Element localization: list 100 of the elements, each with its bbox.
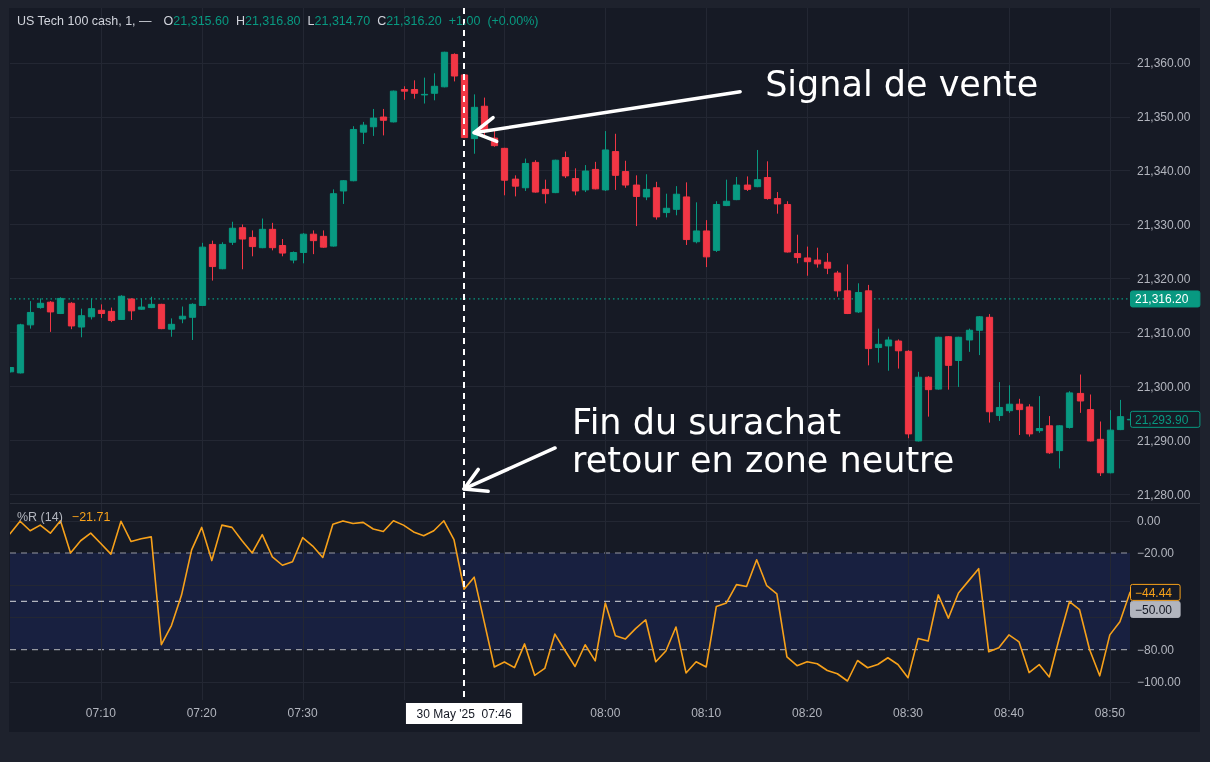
candlestick <box>954 336 963 388</box>
y-tick-label: 21,340.00 <box>1137 163 1191 178</box>
candlestick <box>117 294 126 321</box>
candlestick <box>743 175 752 192</box>
candlestick <box>884 336 893 372</box>
candlestick <box>965 328 974 353</box>
candlestick <box>995 381 1004 422</box>
y-tick-label: 21,350.00 <box>1137 109 1191 124</box>
candlestick <box>238 223 247 270</box>
ref-line-label: 30 May '25 07:46 <box>416 707 512 721</box>
candlestick <box>87 297 96 320</box>
chart-title: US Tech 100 cash, 1, — <box>17 14 153 28</box>
candlestick <box>319 229 328 249</box>
candlestick <box>339 179 348 205</box>
candlestick <box>178 306 187 324</box>
x-tick-label: 08:50 <box>1094 706 1126 720</box>
candlestick <box>783 200 792 254</box>
candlestick <box>1035 395 1044 434</box>
candlestick <box>1025 403 1034 438</box>
candlestick <box>753 149 762 188</box>
candlestick <box>793 234 802 264</box>
candlestick <box>228 221 237 246</box>
candlestick <box>500 147 509 196</box>
candlestick <box>642 173 651 201</box>
candlestick <box>581 164 590 193</box>
candlestick <box>359 121 368 145</box>
candlestick <box>773 191 782 215</box>
ref-line-label: 21,316.20 <box>1135 292 1189 307</box>
x-tick-label: 07:10 <box>85 706 117 720</box>
candlestick <box>299 232 308 264</box>
candlestick <box>208 240 217 282</box>
candlestick <box>157 303 166 330</box>
candlestick <box>813 247 822 269</box>
candlestick <box>692 201 701 244</box>
annotation: −21.71 <box>71 510 111 524</box>
candlestick <box>97 303 106 319</box>
candlestick <box>16 323 25 374</box>
candlestick <box>1045 415 1054 455</box>
candlestick <box>410 79 419 100</box>
candlestick <box>621 160 630 189</box>
ref-line-label: −50.00 <box>1135 602 1173 617</box>
y-tick-label: 0.00 <box>1137 513 1161 528</box>
candlestick <box>67 301 76 330</box>
text: %R (14) <box>17 510 63 524</box>
y-tick-label: 21,360.00 <box>1137 55 1191 70</box>
candlestick <box>1106 409 1115 474</box>
x-tick-label: 08:30 <box>893 706 924 720</box>
candlestick <box>1005 384 1014 414</box>
x-tick-label: 07:20 <box>186 706 218 720</box>
candlestick <box>258 218 267 249</box>
candlestick <box>611 133 620 191</box>
candlestick <box>107 307 116 323</box>
y-tick-label: −80.00 <box>1137 642 1175 657</box>
annotation: −44.44 <box>1135 585 1173 600</box>
candlestick <box>763 160 772 201</box>
candlestick <box>1076 374 1085 414</box>
x-tick-label: 08:00 <box>590 706 621 720</box>
candlestick <box>369 108 378 137</box>
candlestick <box>944 335 953 391</box>
candlestick <box>985 313 994 424</box>
candlestick <box>924 375 933 418</box>
candlestick <box>188 302 197 341</box>
candlestick <box>702 219 711 268</box>
candlestick <box>1055 424 1064 469</box>
candlestick <box>167 317 176 338</box>
y-tick-label: 21,300.00 <box>1137 379 1191 394</box>
x-tick-label: 07:30 <box>287 706 318 720</box>
candlestick <box>682 181 691 246</box>
candlestick <box>975 315 984 356</box>
candlestick <box>904 349 913 439</box>
y-tick-label: −100.00 <box>1137 675 1182 690</box>
candlestick <box>591 161 600 190</box>
candlestick <box>823 252 832 275</box>
candlestick <box>1116 399 1125 431</box>
annotation: Signal de vente <box>765 63 1039 104</box>
candlestick <box>601 130 610 192</box>
y-tick-label: 21,310.00 <box>1137 325 1191 340</box>
candlestick <box>531 159 540 194</box>
candlestick <box>1065 390 1074 430</box>
candlestick <box>349 125 358 182</box>
candlestick <box>268 222 277 251</box>
candlestick <box>1096 420 1105 477</box>
candlestick <box>379 108 388 136</box>
candlestick <box>289 250 298 264</box>
candlestick <box>864 284 873 366</box>
candlestick <box>430 72 439 101</box>
candlestick <box>26 300 35 330</box>
candlestick <box>854 282 863 314</box>
candlestick <box>248 229 257 257</box>
candlestick <box>894 338 903 370</box>
candlestick <box>198 242 207 307</box>
candlestick <box>420 77 429 105</box>
candlestick <box>934 336 943 391</box>
annotation: Fin du surachat retour en zone neutre <box>572 401 955 480</box>
candlestick <box>571 167 580 196</box>
candlestick <box>722 179 731 207</box>
candlestick <box>511 174 520 197</box>
annotation: 21,293.90 <box>1135 412 1189 427</box>
candlestick <box>450 52 459 82</box>
candlestick <box>874 328 883 364</box>
